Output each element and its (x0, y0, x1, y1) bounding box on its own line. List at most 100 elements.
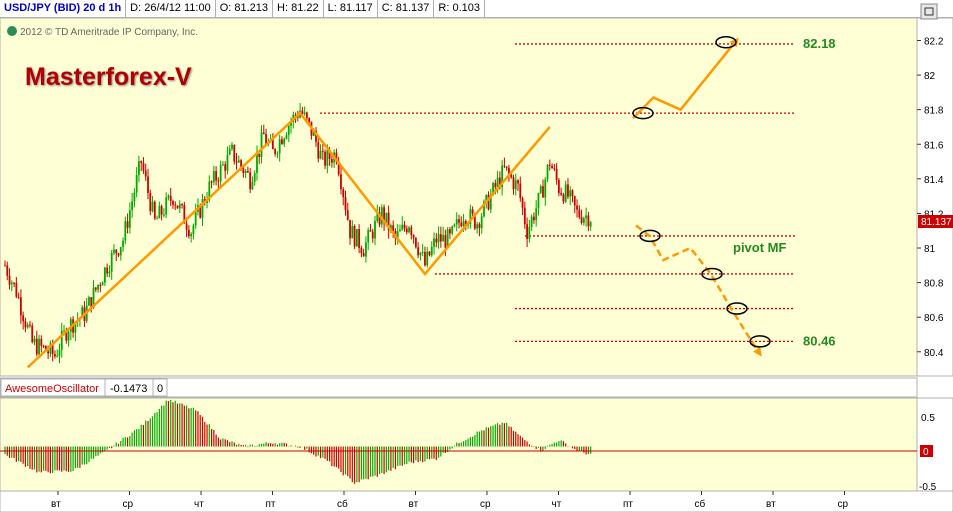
candle-body (29, 324, 31, 326)
zigzag-overlay (26, 111, 551, 369)
candle-body (390, 225, 392, 231)
candle-body (10, 282, 13, 285)
candle-body (192, 225, 195, 234)
candle-body (113, 249, 115, 253)
candle-body (228, 148, 231, 155)
candle-body (169, 195, 172, 202)
candle-body (435, 238, 438, 243)
maximize-button[interactable] (920, 3, 938, 20)
candle-body (81, 307, 84, 318)
time-tick-label: сб (695, 498, 706, 510)
candle-body (242, 166, 245, 174)
candle-body (542, 186, 544, 198)
candle-body (344, 197, 347, 211)
time-tick-label: ср (480, 499, 491, 510)
candle-body (378, 212, 381, 225)
candle-body (419, 252, 422, 256)
price-tick-label: 81.2 (924, 209, 944, 220)
candle-body (151, 201, 154, 212)
candle-body (285, 134, 288, 139)
last-price-label: 81.137 (921, 217, 952, 228)
candle-body (469, 209, 472, 225)
candle-body (551, 165, 553, 169)
oscillator-param: 0 (157, 383, 163, 395)
candle-body (153, 201, 156, 219)
candle-body (553, 168, 556, 170)
candle-body (537, 192, 540, 209)
candle-body (35, 338, 38, 355)
osc-tick-high: 0.5 (921, 413, 935, 424)
candle-body (433, 238, 435, 247)
price-tick-label: 81.6 (924, 140, 944, 151)
candle-body (401, 224, 404, 230)
candle-body (548, 164, 551, 166)
candle-body (424, 252, 426, 266)
candle-body (321, 150, 324, 152)
price-tick-label: 80.6 (924, 313, 944, 324)
candle-body (4, 265, 6, 267)
candle-body (194, 211, 197, 226)
candle-body (430, 246, 433, 256)
price-tick-label: 82.2 (924, 36, 944, 47)
candle-body (124, 221, 127, 241)
candle-body (405, 228, 408, 233)
candle-body (514, 180, 517, 190)
candle-body (446, 229, 449, 248)
candle-body (281, 139, 283, 145)
candle-body (528, 226, 531, 240)
candle-body (535, 208, 538, 221)
candle-body (158, 206, 161, 219)
touch-marker (632, 106, 654, 120)
candle-body (403, 224, 406, 229)
oscillator-axis (916, 397, 953, 492)
candle-body (417, 247, 420, 256)
candle-body (485, 194, 488, 202)
candle-body (156, 218, 158, 220)
candle-body (523, 207, 526, 225)
candle-body (13, 282, 15, 284)
candle-body (224, 164, 227, 171)
candle-body (458, 219, 460, 223)
candle-body (530, 216, 533, 227)
candle-body (19, 297, 22, 316)
candle-body (99, 284, 102, 286)
copyright-icon (7, 26, 17, 36)
time-tick-label: сб (337, 498, 348, 510)
candle-body (471, 209, 474, 214)
candle-body (208, 181, 211, 200)
candle-body (498, 177, 501, 188)
candle-body (140, 161, 143, 163)
candle-body (312, 130, 315, 136)
candle-body (210, 181, 213, 183)
candle-body (478, 224, 481, 229)
candle-body (476, 224, 479, 229)
candle-body (94, 287, 97, 290)
candle-body (54, 354, 56, 357)
candle-body (360, 247, 363, 254)
candle-body (187, 229, 190, 237)
touch-marker (701, 267, 723, 281)
candle-body (26, 324, 29, 328)
candle-body (74, 321, 77, 333)
candle-body (324, 151, 326, 166)
candle-body (217, 180, 220, 182)
candle-body (517, 180, 519, 184)
candle-body (351, 225, 354, 239)
candle-body (90, 297, 93, 308)
candle-body (265, 134, 267, 144)
candle-body (385, 212, 388, 223)
candle-body (342, 189, 345, 198)
candle-body (326, 150, 329, 166)
brand-title: Masterforex-V (25, 63, 192, 91)
time-tick-label: ср (838, 499, 849, 510)
candle-body (340, 174, 342, 190)
oscillator-header (0, 377, 918, 398)
candle-body (22, 315, 25, 322)
price-tick-label: 81 (924, 244, 936, 255)
touch-marker (726, 302, 748, 315)
candle-body (569, 190, 572, 197)
price-tick-label: 80.8 (924, 279, 944, 290)
symbol-label[interactable]: USD/JPY (BID) 20 d 1h (0, 0, 127, 17)
candle-body (6, 265, 9, 276)
